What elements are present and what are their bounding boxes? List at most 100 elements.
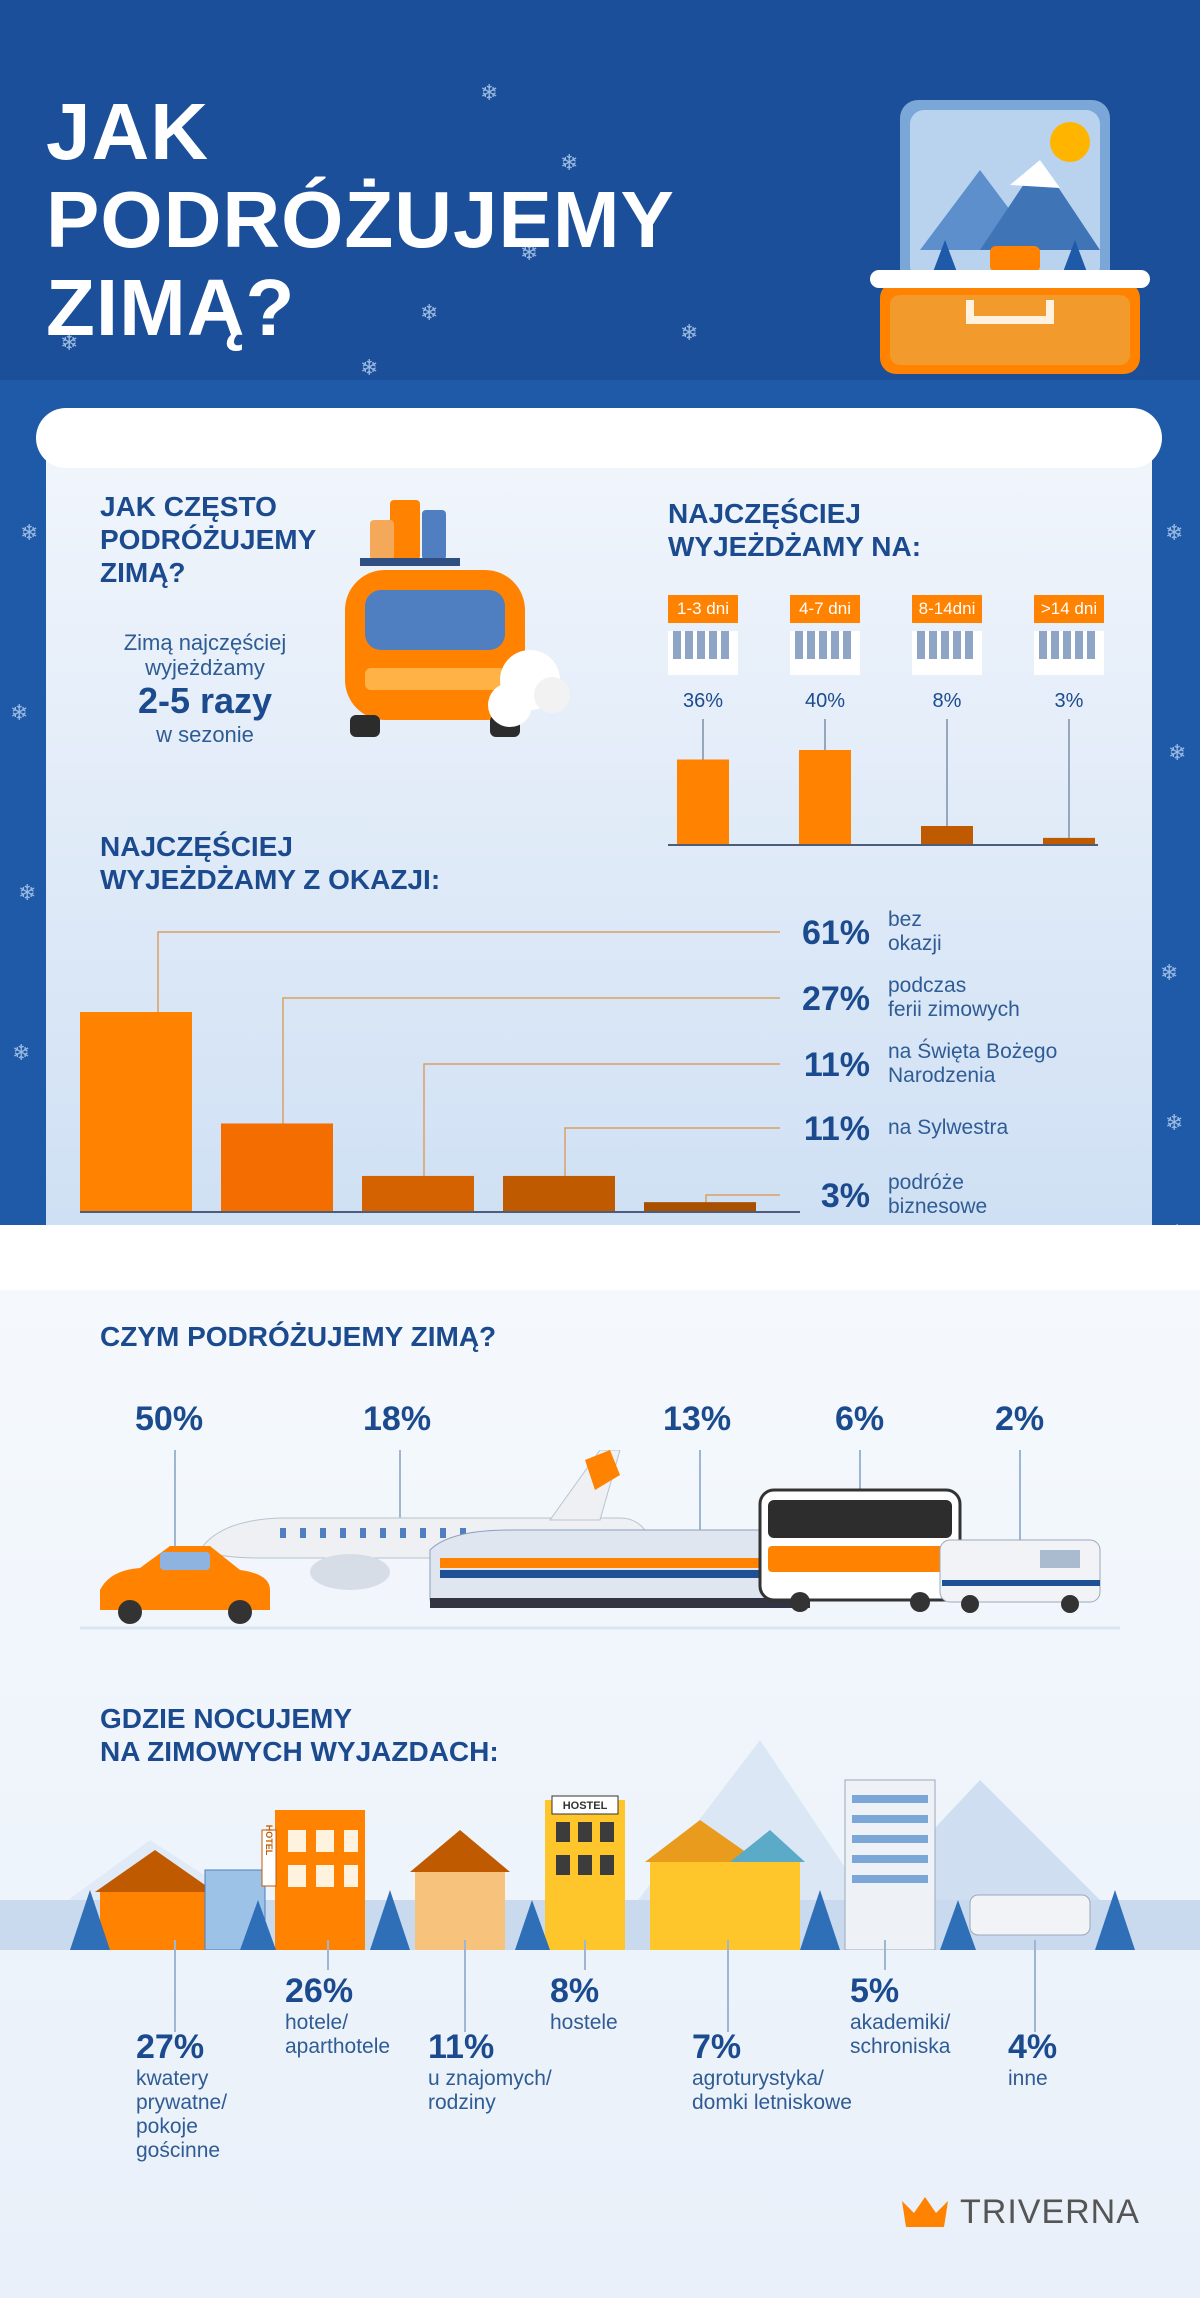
duration-label: 1-3 dni: [668, 595, 738, 623]
calendar-icon: 8-14dni: [912, 595, 982, 675]
transport-heading: CZYM PODRÓŻUJEMY ZIMĄ?: [100, 1321, 497, 1352]
page-title: JAK PODRÓŻUJEMY ZIMĄ?: [46, 87, 675, 352]
vehicles-illustration: [80, 1450, 1120, 1630]
duration-heading: NAJCZĘŚCIEJ WYJEŻDŻAMY NA:: [668, 498, 922, 562]
occasion-label: na Święta Bożego Narodzenia: [888, 1039, 1057, 1087]
snowflake-icon: ❄: [480, 80, 499, 105]
occasion-label: bez okazji: [888, 908, 942, 955]
accommodation-heading: GDZIE NOCUJEMY NA ZIMOWYCH WYJAZDACH:: [100, 1703, 499, 1767]
accommodation-pct: 27%: [136, 2028, 205, 2066]
accommodation-pct: 5%: [850, 1972, 900, 2010]
calendar-icon: >14 dni: [1034, 595, 1104, 675]
transport-chart: 50% 18% 13% 6% 2%: [80, 1390, 1120, 1650]
brand-name: TRIVERNA: [960, 2192, 1140, 2231]
occasion-leader: [564, 1127, 780, 1176]
occasion-bar: [503, 1175, 615, 1212]
occasion-label: podróże biznesowe: [888, 1171, 987, 1218]
occasion-heading: NAJCZĘŚCIEJ WYJEŻDŻAMY Z OKAZJI:: [100, 831, 441, 895]
crown-icon: [902, 2197, 948, 2227]
accommodation-chart: 27% kwatery prywatne/ pokoje gościnne 26…: [0, 1940, 1200, 2200]
duration-bars: 36% 40% 8% 3%: [668, 690, 1098, 846]
accommodation-pct: 8%: [550, 1972, 600, 2010]
transport-pct: 13%: [663, 1400, 732, 1438]
hostel-sign: HOSTEL: [563, 1800, 608, 1812]
snowflake-icon: ❄: [10, 700, 29, 725]
snowflake-icon: ❄: [360, 355, 379, 380]
transport-pct: 50%: [135, 1400, 204, 1438]
duration-bar: [677, 759, 729, 845]
occasion-bar: [644, 1202, 756, 1212]
snowflake-icon: ❄: [1160, 960, 1179, 985]
occasion-chart: 61% bez okazji 27% podczas ferii zimowych 11% n…: [80, 908, 1057, 1218]
duration-bar: [1043, 837, 1095, 845]
accommodation-item: 7% agroturystyka/ domki letniskowe: [692, 2028, 852, 2115]
accommodation-pct: 26%: [285, 1972, 354, 2010]
duration-chart: 1-3 dni 4-7 dni 8-14dni >14 dni 36% 40% 8%…: [668, 595, 1108, 855]
accommodation-label: u znajomych/ rodziny: [428, 2067, 552, 2114]
snowflake-icon: ❄: [20, 520, 39, 545]
van-illustration: [330, 490, 570, 750]
duration-pct: 8%: [933, 690, 962, 712]
frequency-block: Zimą najczęściej wyjeżdżamy 2-5 razy w s…: [100, 630, 310, 747]
accommodation-item: 27% kwatery prywatne/ pokoje gościnne: [136, 2028, 227, 2163]
occasion-label: na Sylwestra: [888, 1116, 1009, 1139]
accommodation-label: kwatery prywatne/ pokoje gościnne: [136, 2067, 228, 2162]
duration-bar: [921, 826, 973, 845]
snowflake-icon: ❄: [1165, 520, 1184, 545]
camper-icon: [939, 1539, 1101, 1613]
train-icon: [429, 1529, 811, 1608]
accommodation-item: 4% inne: [1008, 2028, 1057, 2091]
snowflake-icon: ❄: [1168, 740, 1187, 765]
accommodation-item: 8% hostele: [550, 1972, 618, 2035]
town-illustration: HOTEL HOSTEL: [0, 1720, 1200, 1951]
bus-icon: [758, 1488, 962, 1612]
accommodation-pct: 4%: [1008, 2028, 1058, 2066]
calendar-icon: 1-3 dni: [668, 595, 738, 675]
occasion-leader: [157, 931, 780, 1012]
duration-pct: 3%: [1055, 690, 1084, 712]
occasion-pct: 61%: [802, 914, 870, 952]
calendar-icon: 4-7 dni: [790, 595, 860, 675]
accommodation-label: hotele/ aparthotele: [285, 2011, 391, 2058]
accommodation-label: hostele: [550, 2011, 618, 2034]
accommodation-item: 5% akademiki/ schroniska: [850, 1972, 950, 2059]
snowflake-icon: ❄: [680, 320, 699, 345]
snowflake-icon: ❄: [520, 240, 539, 265]
occasion-pct: 11%: [804, 1110, 870, 1148]
snowflake-icon: ❄: [420, 300, 439, 325]
occasion-bar: [221, 1123, 333, 1212]
occasion-leader: [423, 1063, 780, 1176]
suitcase-illustration: [860, 100, 1160, 380]
transport-pct: 6%: [835, 1400, 885, 1438]
occasion-bar: [80, 1012, 192, 1212]
duration-label: 4-7 dni: [790, 595, 860, 623]
duration-label: 8-14dni: [912, 595, 982, 623]
accommodation-item: 11% u znajomych/ rodziny: [428, 2028, 552, 2115]
frequency-value: 2-5 razy: [137, 680, 273, 721]
snowflake-icon: ❄: [1165, 1110, 1184, 1135]
occasion-pct: 27%: [802, 980, 870, 1018]
duration-label: >14 dni: [1034, 595, 1104, 623]
occasion-pct: 3%: [821, 1177, 870, 1215]
accommodation-label: agroturystyka/ domki letniskowe: [692, 2067, 852, 2114]
occasion-label: podczas ferii zimowych: [888, 974, 1020, 1021]
transport-pct: 2%: [995, 1400, 1045, 1438]
duration-pct: 40%: [805, 690, 845, 712]
accommodation-label: akademiki/ schroniska: [850, 2011, 951, 2058]
frequency-heading: JAK CZĘSTO PODRÓŻUJEMY ZIMĄ?: [100, 491, 317, 588]
accommodation-label: inne: [1008, 2067, 1048, 2090]
car-icon: [100, 1546, 270, 1624]
duration-pct: 36%: [683, 690, 723, 712]
snowflake-icon: ❄: [18, 880, 37, 905]
accommodation-pct: 7%: [692, 2028, 742, 2066]
snowflake-icon: ❄: [12, 1040, 31, 1065]
transport-pct: 18%: [363, 1400, 432, 1438]
occasion-leader: [282, 997, 780, 1124]
frequency-line-1: Zimą najczęściej: [123, 630, 287, 655]
occasion-pct: 11%: [804, 1046, 870, 1084]
frequency-line-3: w sezonie: [156, 722, 254, 747]
accommodation-item: 26% hotele/ aparthotele: [285, 1972, 390, 2059]
occasion-bar: [362, 1175, 474, 1212]
accommodation-leaders: [174, 1940, 1036, 2032]
snow-cap: [36, 408, 1162, 468]
